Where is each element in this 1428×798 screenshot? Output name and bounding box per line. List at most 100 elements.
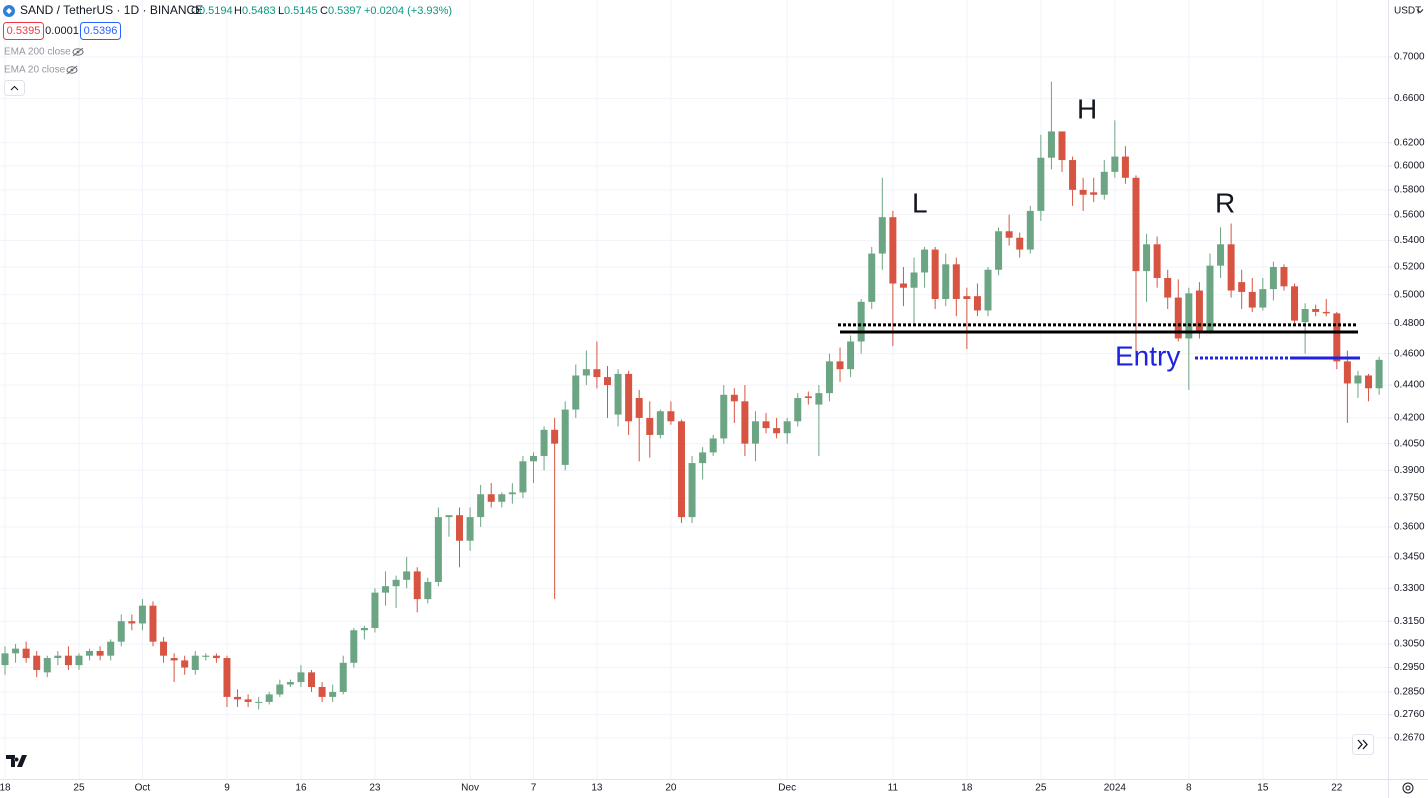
candle-body [424,581,432,600]
candle-body [244,699,252,702]
candle-body [445,515,453,518]
candle-body [212,655,220,659]
y-tick-label: 0.6000 [1394,161,1425,172]
candle-body [138,605,146,624]
candle-body [223,658,231,697]
eye [66,66,78,74]
logo[interactable] [6,755,27,767]
candle-body [889,217,897,284]
y-tick-label: 0.6600 [1394,93,1425,104]
candle-body [540,429,548,456]
candle-body [107,641,115,656]
hidden-eye-icon[interactable] [66,65,78,75]
candle-body [466,517,474,541]
symbol-title[interactable]: SAND / TetherUS · 1D · BINANCE [20,3,203,17]
currency-selector[interactable]: USDT [1394,6,1421,17]
candle-body [1195,290,1203,333]
candle-body [836,361,844,370]
candle-body [1238,282,1246,292]
candle-body [593,369,601,378]
candle-body [54,655,62,659]
candle-body [234,696,242,700]
candle-body [43,658,51,673]
candle-body [498,494,506,502]
candle-body [952,264,960,299]
candle-body [12,648,20,654]
candle-body [371,592,379,628]
x-tick-label: 7 [531,783,537,794]
indicator-label[interactable]: EMA 200 close [4,47,71,58]
candle-body [1132,177,1140,272]
sell-button[interactable] [3,22,44,40]
x-tick-label: Nov [461,783,479,794]
candle-body [1164,277,1172,298]
candle-body [308,672,316,687]
y-tick-label: 0.4800 [1394,318,1425,329]
y-tick-label: 0.5400 [1394,235,1425,246]
x-tick-label: 18 [961,783,973,794]
candle-body [96,650,104,656]
candle-body [942,264,950,299]
candle-body [857,301,865,342]
candle-body [1079,189,1087,195]
buy-price[interactable]: 0.5396 [84,25,118,37]
eye [72,48,84,56]
price-axis: 0.7000 0.6600 0.6200 0.6000 0.5800 0.5600 0.54… [1388,52,1425,744]
x-tick-label: 2024 [1104,783,1127,794]
candle-body [656,411,664,435]
candle-body [434,517,442,582]
entry-label: Entry [1115,340,1180,371]
candle-body [1301,309,1309,323]
candle-body [1037,157,1045,211]
candle-body [709,438,717,453]
candle-body [1269,267,1277,290]
candle-body [741,401,749,444]
candle-body [22,648,30,659]
candle-body [487,494,495,502]
candle-body [1,653,9,666]
x-tick-label: 23 [369,783,381,794]
candle-body [1069,160,1077,190]
candle-body [677,421,685,518]
y-tick-label: 0.3300 [1394,583,1425,594]
x-tick-label: 25 [73,783,85,794]
scroll-realtime-button[interactable] [1352,734,1374,755]
ohlc-key: H [234,5,242,17]
candle-body [1100,171,1108,195]
x-tick-label: 20 [665,783,677,794]
change: +0.0204 (+3.93%) [364,5,452,17]
candle-body [794,398,802,422]
candle-body [477,494,485,518]
candle-body [508,492,516,495]
candle-body [878,217,886,254]
spread: 0.0001 [45,25,79,37]
y-tick-label: 0.3600 [1394,521,1425,532]
y-tick-label: 0.7000 [1394,52,1425,63]
candle-body [973,296,981,311]
candle-body [646,417,654,435]
candle-body [392,579,400,587]
candle-body [1259,289,1267,308]
y-tick-label: 0.5800 [1394,185,1425,196]
candle-body [572,375,580,410]
candle-body [329,691,337,697]
candle-body [1111,156,1119,172]
hidden-eye-icon[interactable] [72,47,84,57]
candle-body [202,655,210,657]
ohlc-key: C [320,5,328,17]
candle-body [360,627,368,631]
indicator-label[interactable]: EMA 20 close [4,65,66,76]
candle-body [635,398,643,418]
candle-body [899,283,907,288]
candle-body [984,269,992,311]
header: SAND / TetherUS · 1D · BINANCE O 0.5194 … [3,3,452,96]
buy-button[interactable] [80,22,121,40]
y-tick-label: 0.3150 [1394,616,1425,627]
candle-body [847,341,855,370]
sell-price[interactable]: 0.5395 [7,25,41,37]
candle-body [561,409,569,465]
collapse-button[interactable] [4,80,25,96]
settings-icon[interactable] [1402,782,1414,794]
candle-body [181,660,189,668]
candle-body [1227,244,1235,291]
